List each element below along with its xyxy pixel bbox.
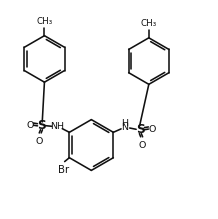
- Text: NH: NH: [50, 122, 64, 131]
- Text: S: S: [136, 123, 145, 136]
- Text: N: N: [121, 123, 128, 132]
- Text: CH₃: CH₃: [141, 19, 157, 28]
- Text: O: O: [26, 121, 33, 130]
- Text: O: O: [148, 125, 156, 134]
- Text: S: S: [37, 119, 46, 132]
- Text: O: O: [139, 141, 146, 150]
- Text: O: O: [36, 137, 43, 146]
- Text: CH₃: CH₃: [36, 17, 53, 26]
- Text: H: H: [121, 119, 128, 128]
- Text: Br: Br: [58, 165, 70, 175]
